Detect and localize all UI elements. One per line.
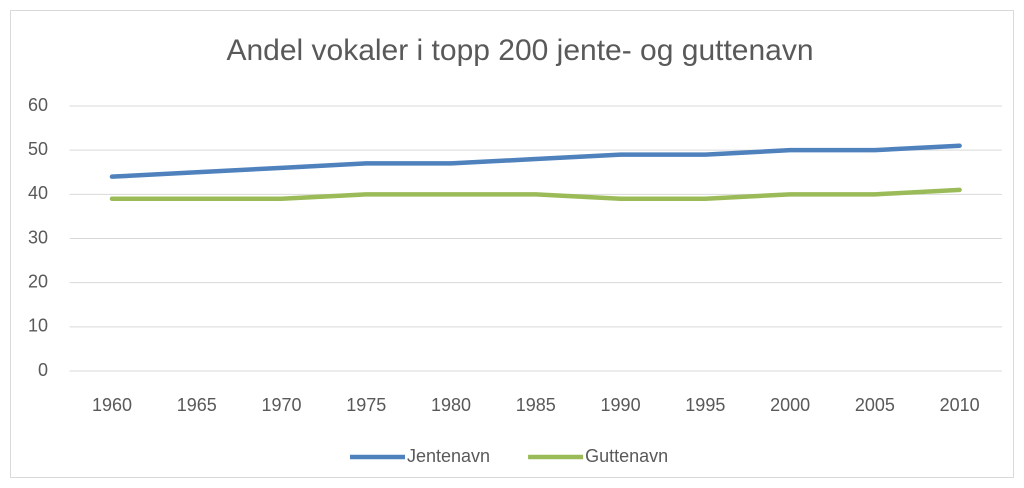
x-tick-label: 2005	[855, 395, 895, 415]
x-tick-label: 1960	[92, 395, 132, 415]
y-tick-label: 50	[28, 139, 48, 159]
x-tick-label: 1980	[431, 395, 471, 415]
y-tick-label: 30	[28, 227, 48, 247]
x-tick-label: 1970	[261, 395, 301, 415]
y-tick-label: 60	[28, 95, 48, 115]
x-tick-label: 2010	[940, 395, 980, 415]
x-tick-label: 1965	[177, 395, 217, 415]
x-tick-label: 1995	[685, 395, 725, 415]
x-tick-label: 1985	[516, 395, 556, 415]
legend-label: Guttenavn	[585, 446, 668, 466]
y-tick-label: 0	[38, 360, 48, 380]
data-line	[109, 143, 962, 179]
y-tick-label: 20	[28, 271, 48, 291]
y-tick-label: 10	[28, 316, 48, 336]
data-line	[109, 187, 962, 201]
chart-title: Andel vokaler i topp 200 jente- og gutte…	[226, 34, 813, 67]
y-tick-label: 40	[28, 183, 48, 203]
legend-label: Jentenavn	[407, 446, 490, 466]
chart-frame	[10, 10, 1014, 478]
x-tick-label: 1975	[346, 395, 386, 415]
x-tick-label: 1990	[601, 395, 641, 415]
x-tick-label: 2000	[770, 395, 810, 415]
